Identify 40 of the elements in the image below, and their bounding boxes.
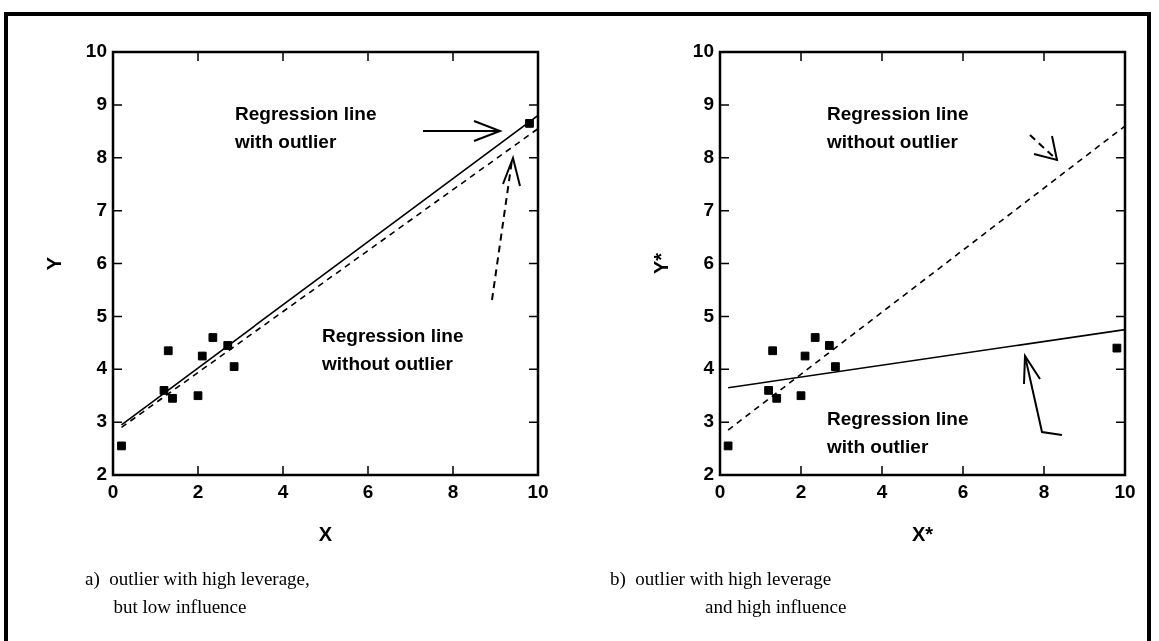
- y-tick-label: 8: [703, 145, 714, 167]
- y-tick-label: 10: [85, 40, 107, 62]
- y-tick-label: 3: [703, 410, 714, 432]
- y-tick-label: 6: [703, 251, 714, 273]
- y-tick-label: 8: [96, 145, 107, 167]
- x-tick-label: 10: [527, 480, 549, 502]
- x-tick-label: 4: [277, 480, 289, 502]
- x-tick-label: 2: [192, 480, 204, 502]
- x-tick-label: 0: [714, 480, 726, 502]
- y-axis-title: Y: [42, 256, 65, 271]
- y-tick-label: 2: [703, 463, 714, 485]
- annotation: Regression line without outlier: [827, 102, 969, 154]
- y-tick-label: 5: [703, 304, 715, 326]
- y-tick-label: 4: [96, 357, 108, 379]
- x-tick-label: 0: [107, 480, 119, 502]
- x-tick-label: 2: [795, 480, 807, 502]
- y-tick-label: 6: [96, 251, 107, 273]
- x-tick-label: 4: [876, 480, 888, 502]
- y-tick-label: 10: [692, 40, 714, 62]
- annotation: Regression line with outlier: [235, 102, 377, 154]
- x-tick-label: 6: [957, 480, 969, 502]
- text: b) outlier with high leverage and high influence: [610, 567, 847, 619]
- y-tick-label: 2: [96, 463, 107, 485]
- y-tick-label: 9: [96, 93, 107, 115]
- y-tick-label: 3: [96, 410, 107, 432]
- x-tick-label: 10: [1114, 480, 1136, 502]
- y-tick-label: 7: [96, 198, 107, 220]
- y-tick-label: 9: [703, 93, 714, 115]
- x-axis-title: X: [318, 522, 333, 545]
- x-tick-label: 6: [362, 480, 374, 502]
- y-tick-label: 4: [703, 357, 715, 379]
- annotation: Regression line with outlier: [827, 407, 969, 459]
- x-axis-title: X*: [911, 522, 934, 545]
- y-axis-title: Y*: [649, 252, 672, 275]
- y-tick-label: 7: [703, 198, 714, 220]
- y-tick-label: 5: [96, 304, 108, 326]
- x-tick-label: 8: [1038, 480, 1050, 502]
- x-tick-label: 8: [447, 480, 459, 502]
- annotation: Regression line without outlier: [322, 324, 464, 376]
- text: a) outlier with high leverage, but low influence: [85, 567, 310, 619]
